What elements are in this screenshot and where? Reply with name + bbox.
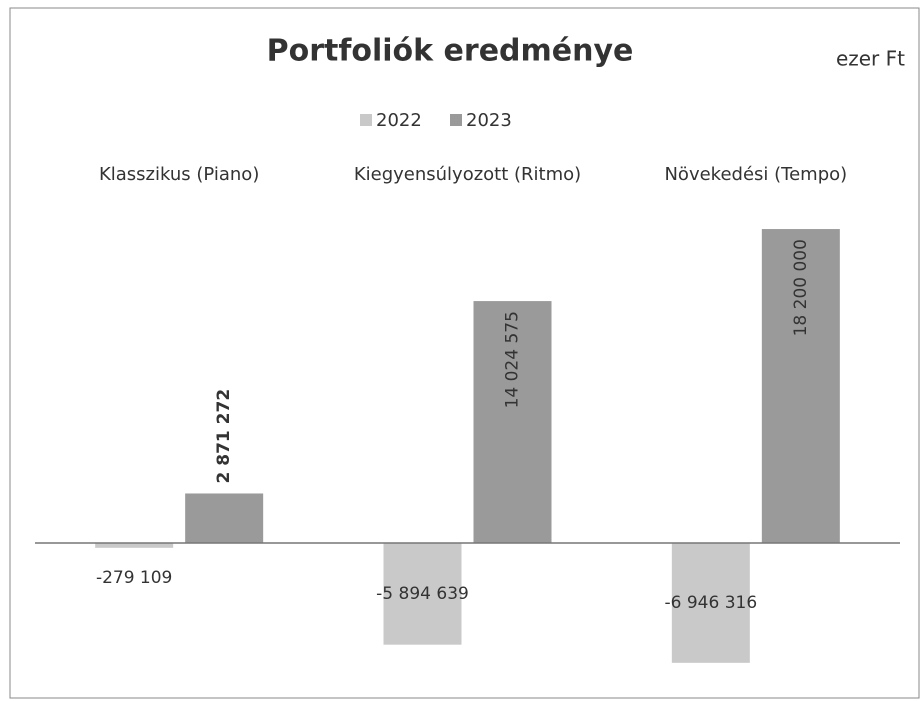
legend-swatch bbox=[450, 114, 462, 126]
value-label: 18 200 000 bbox=[791, 239, 811, 336]
value-label: -279 109 bbox=[96, 568, 172, 588]
category-label: Kiegyensúlyozott (Ritmo) bbox=[354, 164, 581, 185]
value-label: 14 024 575 bbox=[503, 311, 523, 408]
value-label: -5 894 639 bbox=[376, 584, 469, 604]
category-label: Klasszikus (Piano) bbox=[99, 164, 259, 185]
category-label: Növekedési (Tempo) bbox=[664, 164, 847, 185]
bar bbox=[383, 543, 462, 645]
legend-swatch bbox=[360, 114, 372, 126]
bar bbox=[185, 493, 264, 543]
value-label: 2 871 272 bbox=[214, 389, 234, 484]
bar bbox=[761, 229, 840, 544]
chart-title: Portfoliók eredménye bbox=[267, 34, 634, 69]
chart-subtitle: ezer Ft bbox=[836, 47, 905, 71]
value-label: -6 946 316 bbox=[665, 593, 758, 613]
bar bbox=[671, 543, 750, 663]
bar bbox=[473, 301, 552, 543]
legend-label: 2023 bbox=[466, 110, 512, 131]
legend-label: 2022 bbox=[376, 110, 422, 131]
bar bbox=[95, 543, 174, 548]
